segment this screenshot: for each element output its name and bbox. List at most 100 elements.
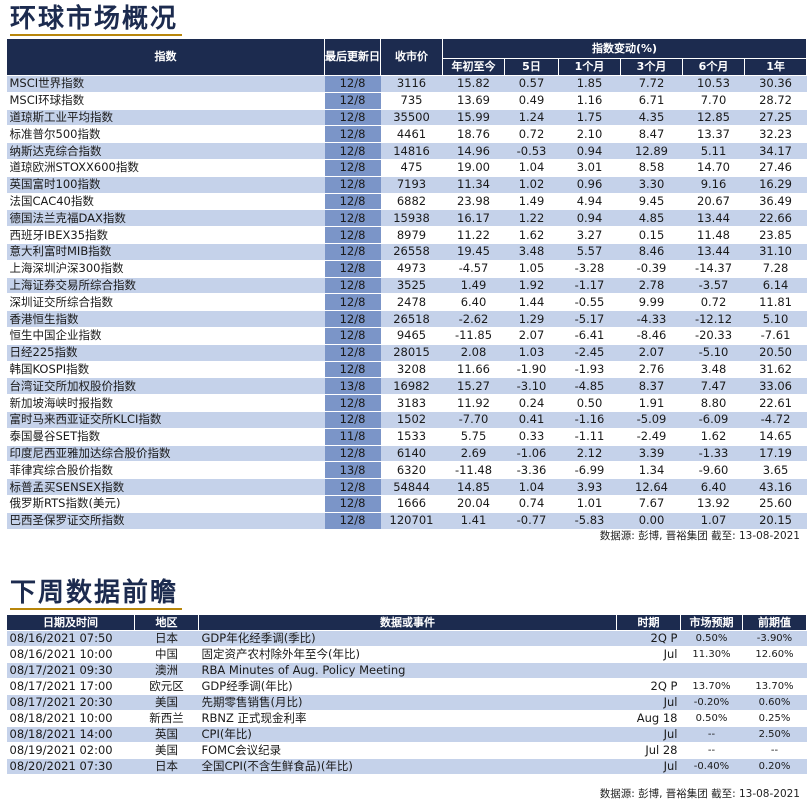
market-source-note: 数据源: 彭博, 晋裕集团 截至: 13-08-2021 bbox=[599, 530, 800, 542]
cell-ytd: 18.76 bbox=[442, 125, 505, 144]
cell-ytd: 11.66 bbox=[442, 361, 505, 379]
market-row: 上海深圳沪深300指数 12/8 4973 -4.57 1.05 -3.28 -0.39 -1… bbox=[6, 260, 807, 278]
market-row: 菲律宾综合股价指数 13/8 6320 -11.48 -3.36 -6.99 1.34 -9.… bbox=[6, 461, 807, 480]
cell-6m: 5.11 bbox=[682, 142, 745, 160]
cell-1y: -4.72 bbox=[744, 411, 807, 429]
cell-1y: 20.15 bbox=[744, 512, 807, 530]
cell-ytd: 6.40 bbox=[442, 293, 505, 312]
cell-close: 1666 bbox=[380, 495, 443, 513]
cell-period: Jul 28 bbox=[616, 742, 681, 759]
header-6m: 6个月 bbox=[682, 58, 745, 76]
cell-5d: 0.49 bbox=[504, 92, 559, 110]
cell-6m: 0.72 bbox=[682, 293, 745, 312]
cell-last-update: 12/8 bbox=[324, 310, 381, 328]
cell-ytd: 19.45 bbox=[442, 243, 505, 261]
market-row: 巴西圣保罗证交所指数 12/8 120701 1.41 -0.77 -5.83 0.00 1.… bbox=[6, 512, 807, 530]
cell-1y: 3.65 bbox=[744, 461, 807, 480]
cell-5d: 1.44 bbox=[504, 293, 559, 312]
market-row: MSCI环球指数 12/8 735 13.69 0.49 1.16 6.71 7.70 28.7… bbox=[6, 92, 807, 110]
economic-calendar-table: 日期及时间 地区 数据或事件 时期 市场预期 前期值 08/16/2021 07… bbox=[6, 614, 807, 775]
cell-6m: 10.53 bbox=[682, 75, 745, 93]
cell-datetime: 08/17/2021 17:00 bbox=[6, 678, 135, 695]
cell-1y: 14.65 bbox=[744, 428, 807, 446]
cell-1y: 5.10 bbox=[744, 310, 807, 328]
cell-1y: 30.36 bbox=[744, 75, 807, 93]
cell-ytd: 13.69 bbox=[442, 92, 505, 110]
cell-event: CPI(年比) bbox=[198, 726, 617, 743]
cell-ytd: 1.49 bbox=[442, 277, 505, 295]
header-index: 指数 bbox=[6, 38, 325, 76]
market-row: 英国富时100指数 12/8 7193 11.34 1.02 0.96 3.30 9.16 16… bbox=[6, 176, 807, 194]
cell-3m: 8.47 bbox=[620, 125, 683, 144]
calendar-row: 08/17/2021 17:00 欧元区 GDP经季调(年比) 2Q P 13.70% 1… bbox=[6, 678, 807, 695]
cell-ytd: 15.27 bbox=[442, 377, 505, 396]
cell-previous: 2.50% bbox=[742, 726, 807, 743]
cell-last-update: 12/8 bbox=[324, 327, 381, 345]
cell-3m: 3.30 bbox=[620, 176, 683, 194]
cell-close: 8979 bbox=[380, 226, 443, 244]
cell-3m: 4.35 bbox=[620, 109, 683, 127]
cell-1y: 6.14 bbox=[744, 277, 807, 295]
cell-ytd: -7.70 bbox=[442, 411, 505, 429]
cell-close: 1533 bbox=[380, 428, 443, 446]
cell-last-update: 13/8 bbox=[324, 377, 381, 396]
cell-datetime: 08/18/2021 14:00 bbox=[6, 726, 135, 743]
cell-3m: 8.58 bbox=[620, 159, 683, 177]
cell-last-update: 12/8 bbox=[324, 277, 381, 295]
cell-1m: 0.50 bbox=[558, 394, 621, 412]
cell-1y: 23.85 bbox=[744, 226, 807, 244]
cell-1m: 1.01 bbox=[558, 495, 621, 513]
cell-index-name: MSCI世界指数 bbox=[6, 75, 325, 93]
cell-ytd: 11.22 bbox=[442, 226, 505, 244]
cell-close: 35500 bbox=[380, 109, 443, 127]
cell-5d: 0.72 bbox=[504, 125, 559, 144]
cell-close: 735 bbox=[380, 92, 443, 110]
cell-5d: 0.24 bbox=[504, 394, 559, 412]
cell-event: GDP年化经季调(季比) bbox=[198, 630, 617, 647]
cell-previous: 13.70% bbox=[742, 678, 807, 695]
market-row: 西班牙IBEX35指数 12/8 8979 11.22 1.62 3.27 0.15 11.4… bbox=[6, 226, 807, 244]
cell-last-update: 12/8 bbox=[324, 125, 381, 144]
cell-1y: 20.50 bbox=[744, 344, 807, 362]
cell-1m: -6.99 bbox=[558, 461, 621, 480]
header-period: 时期 bbox=[616, 614, 681, 631]
cell-datetime: 08/16/2021 10:00 bbox=[6, 646, 135, 663]
cell-forecast: -0.20% bbox=[680, 694, 743, 711]
cell-ytd: 15.99 bbox=[442, 109, 505, 127]
cell-1m: -5.17 bbox=[558, 310, 621, 328]
cell-6m: -1.33 bbox=[682, 445, 745, 463]
cell-last-update: 12/8 bbox=[324, 512, 381, 530]
cell-last-update: 12/8 bbox=[324, 159, 381, 177]
cell-3m: 2.76 bbox=[620, 361, 683, 379]
cell-previous: 0.25% bbox=[742, 710, 807, 727]
cell-previous: 0.20% bbox=[742, 758, 807, 775]
cell-index-name: 韩国KOSPI指数 bbox=[6, 361, 325, 379]
cell-datetime: 08/16/2021 07:50 bbox=[6, 630, 135, 647]
cell-1m: 2.10 bbox=[558, 125, 621, 144]
cell-ytd: 2.69 bbox=[442, 445, 505, 463]
market-row: 日经225指数 12/8 28015 2.08 1.03 -2.45 2.07 -5.10 20… bbox=[6, 344, 807, 362]
cell-region: 新西兰 bbox=[134, 710, 199, 727]
cell-1m: 0.94 bbox=[558, 209, 621, 228]
cell-close: 3116 bbox=[380, 75, 443, 93]
market-row: 台湾证交所加权股价指数 13/8 16982 15.27 -3.10 -4.85 8.37 7… bbox=[6, 377, 807, 396]
cell-6m: -5.10 bbox=[682, 344, 745, 362]
cell-5d: 0.57 bbox=[504, 75, 559, 93]
cell-1m: 3.01 bbox=[558, 159, 621, 177]
cell-region: 英国 bbox=[134, 726, 199, 743]
cell-1y: 33.06 bbox=[744, 377, 807, 396]
cell-1y: 17.19 bbox=[744, 445, 807, 463]
next-week-preview-title: 下周数据前瞻 bbox=[10, 578, 183, 610]
cell-ytd: -4.57 bbox=[442, 260, 505, 278]
cell-event: GDP经季调(年比) bbox=[198, 678, 617, 695]
market-row: 香港恒生指数 12/8 26518 -2.62 1.29 -5.17 -4.33 -12.12… bbox=[6, 310, 807, 328]
cell-region: 日本 bbox=[134, 758, 199, 775]
cell-ytd: 23.98 bbox=[442, 193, 505, 211]
cell-forecast: 0.50% bbox=[680, 710, 743, 727]
cell-close: 26558 bbox=[380, 243, 443, 261]
cell-5d: -1.90 bbox=[504, 361, 559, 379]
cell-1y: 43.16 bbox=[744, 478, 807, 496]
cell-1y: 36.49 bbox=[744, 193, 807, 211]
cell-3m: -8.46 bbox=[620, 327, 683, 345]
cell-1m: 0.96 bbox=[558, 176, 621, 194]
